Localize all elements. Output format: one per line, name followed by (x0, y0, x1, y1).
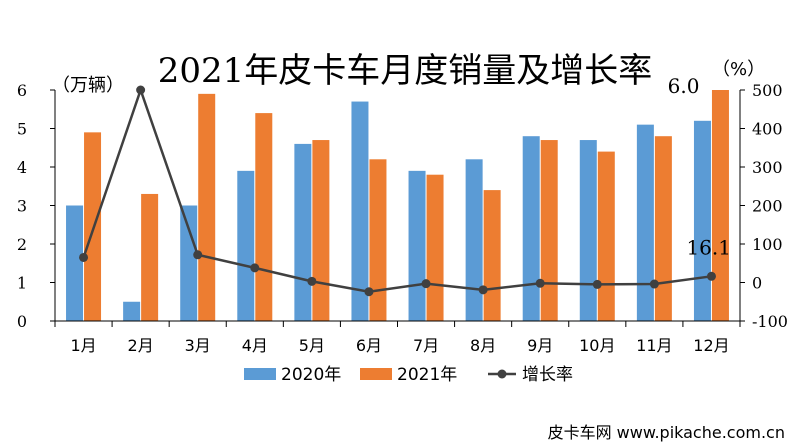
data-label-bar-dec-2021: 6.0 (668, 74, 700, 98)
right-tick-label-4: 300 (752, 158, 783, 177)
x-tick-label-4: 4月 (242, 336, 268, 355)
bar-series1-3 (180, 205, 198, 321)
bar-series1-12 (693, 120, 711, 321)
bar-series2-7 (426, 174, 444, 321)
bar-series2-12 (711, 90, 729, 321)
left-tick-label-6: 6 (17, 81, 27, 100)
growth-point-4 (250, 263, 260, 273)
legend-swatch-2 (360, 368, 392, 380)
legend-label-3: 增长率 (522, 365, 573, 385)
bar-series2-8 (483, 190, 501, 321)
left-tick-label-1: 1 (17, 274, 27, 293)
bar-series2-3 (198, 93, 216, 321)
x-tick-label-5: 5月 (299, 336, 325, 355)
legend-swatch-marker-3 (497, 369, 507, 379)
left-tick-label-3: 3 (17, 197, 27, 216)
bar-series2-1 (84, 132, 102, 321)
x-tick-label-6: 6月 (356, 336, 382, 355)
growth-point-6 (364, 287, 374, 297)
growth-point-2 (136, 85, 146, 95)
legend: 2020年 2021年 增长率 (244, 365, 573, 385)
growth-point-8 (478, 285, 488, 295)
bar-series2-10 (597, 151, 615, 321)
data-label-growth-dec: 16.1 (686, 235, 731, 259)
left-tick-label-2: 2 (17, 235, 27, 254)
growth-point-10 (592, 279, 602, 289)
legend-swatch-1 (244, 368, 276, 380)
x-tick-label-1: 1月 (70, 336, 96, 355)
growth-line (82, 86, 712, 294)
chart-title: 2021年皮卡车月度销量及增长率 (158, 51, 653, 91)
growth-point-9 (535, 278, 545, 288)
growth-point-12 (706, 271, 716, 281)
bar-series2-9 (540, 140, 558, 321)
left-tick-label-0: 0 (17, 312, 27, 331)
bar-series1-1 (66, 205, 84, 321)
right-tick-label-3: 200 (752, 197, 783, 216)
bar-series1-5 (294, 143, 312, 321)
growth-point-3 (193, 250, 203, 260)
left-tick-label-4: 4 (17, 158, 27, 177)
growth-line-layer (79, 85, 716, 297)
right-tick-label-1: 0 (752, 274, 762, 293)
x-tick-label-3: 3月 (185, 336, 211, 355)
bar-series1-10 (579, 140, 597, 321)
bar-series2-2 (141, 193, 159, 321)
bar-series2-6 (369, 159, 387, 321)
x-tick-label-12: 12月 (693, 336, 729, 355)
x-tick-label-2: 2月 (128, 336, 154, 355)
right-tick-label-6: 500 (752, 81, 783, 100)
growth-point-1 (79, 252, 89, 262)
growth-point-11 (649, 279, 659, 289)
growth-point-7 (421, 279, 431, 289)
bar-layer (66, 90, 729, 322)
left-tick-label-5: 5 (17, 120, 27, 139)
growth-point-5 (307, 276, 317, 286)
x-tick-label-8: 8月 (470, 336, 496, 355)
x-tick-label-9: 9月 (527, 336, 553, 355)
bar-series2-11 (654, 136, 672, 321)
bar-series1-11 (636, 124, 654, 322)
x-tick-label-7: 7月 (413, 336, 439, 355)
bar-series2-4 (255, 113, 273, 321)
footer-watermark: 皮卡车网 www.pikache.com.cn (548, 423, 785, 442)
right-tick-label-0: -100 (752, 312, 788, 331)
legend-label-1: 2020年 (281, 365, 341, 385)
right-tick-label-2: 100 (752, 235, 783, 254)
bar-series1-2 (123, 301, 141, 321)
right-axis-unit: （%） (712, 59, 765, 80)
legend-label-2: 2021年 (397, 365, 457, 385)
bar-series1-4 (237, 170, 255, 321)
right-tick-label-5: 400 (752, 120, 783, 139)
bar-series1-9 (522, 136, 540, 321)
labels-layer: 6.0 16.1 (668, 74, 731, 259)
x-tick-label-10: 10月 (579, 336, 615, 355)
axes-layer: 0 1 2 3 4 5 6 -100 0 100 200 300 400 500 1月 2月 3月 4月 5月 6月 7… (17, 81, 788, 355)
left-axis-unit: （万辆） (52, 75, 124, 96)
bar-series1-7 (408, 170, 426, 321)
x-tick-label-11: 11月 (636, 336, 672, 355)
bar-series1-8 (465, 159, 483, 321)
bar-series2-5 (312, 140, 330, 321)
bar-series1-6 (351, 101, 369, 321)
